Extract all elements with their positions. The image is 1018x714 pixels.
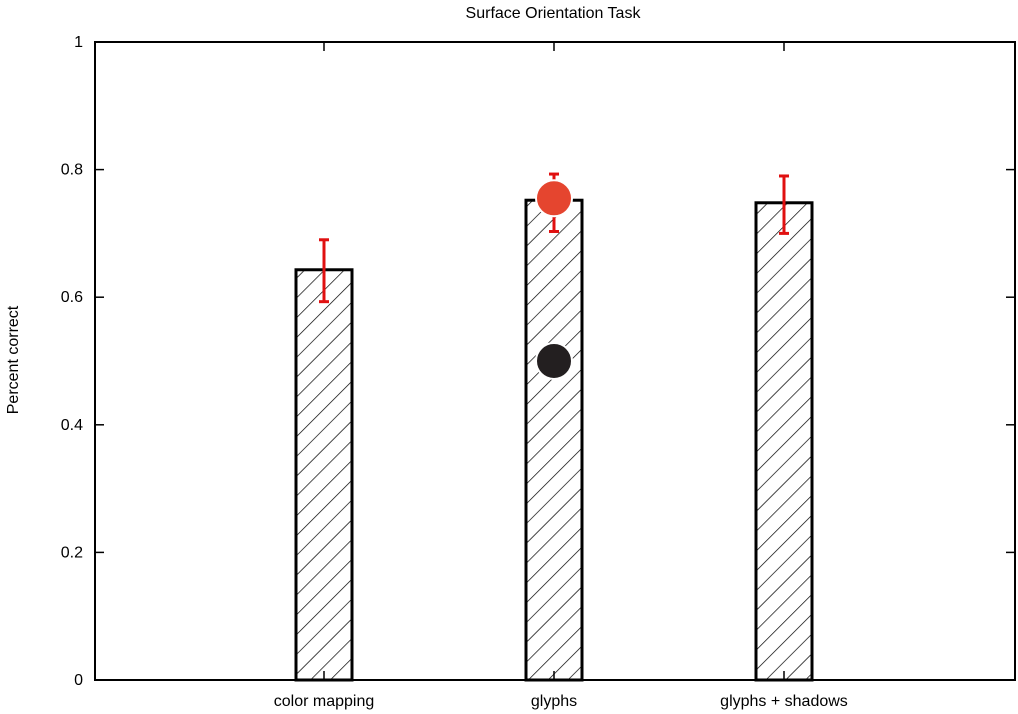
y-tick-label: 0.6 xyxy=(61,289,83,306)
x-tick-label: glyphs + shadows xyxy=(720,693,848,710)
y-tick-label: 0 xyxy=(74,672,83,689)
bar xyxy=(294,268,354,682)
x-tick-label: color mapping xyxy=(274,693,375,710)
bar xyxy=(754,201,814,682)
x-tick-label: glyphs xyxy=(531,693,577,710)
marker-point xyxy=(535,342,573,380)
bar xyxy=(524,198,584,682)
y-tick-label: 0.8 xyxy=(61,162,83,179)
y-tick-label: 1 xyxy=(74,34,83,51)
y-axis-label: Percent correct xyxy=(5,305,22,414)
chart-title: Surface Orientation Task xyxy=(466,5,642,22)
y-tick-label: 0.2 xyxy=(61,544,83,561)
y-tick-label: 0.4 xyxy=(61,417,83,434)
marker-point xyxy=(535,179,573,218)
plot-area: 0 0.2 0.4 0.6 0.8 1 color mapping glyphs glyphs … xyxy=(61,34,1016,710)
